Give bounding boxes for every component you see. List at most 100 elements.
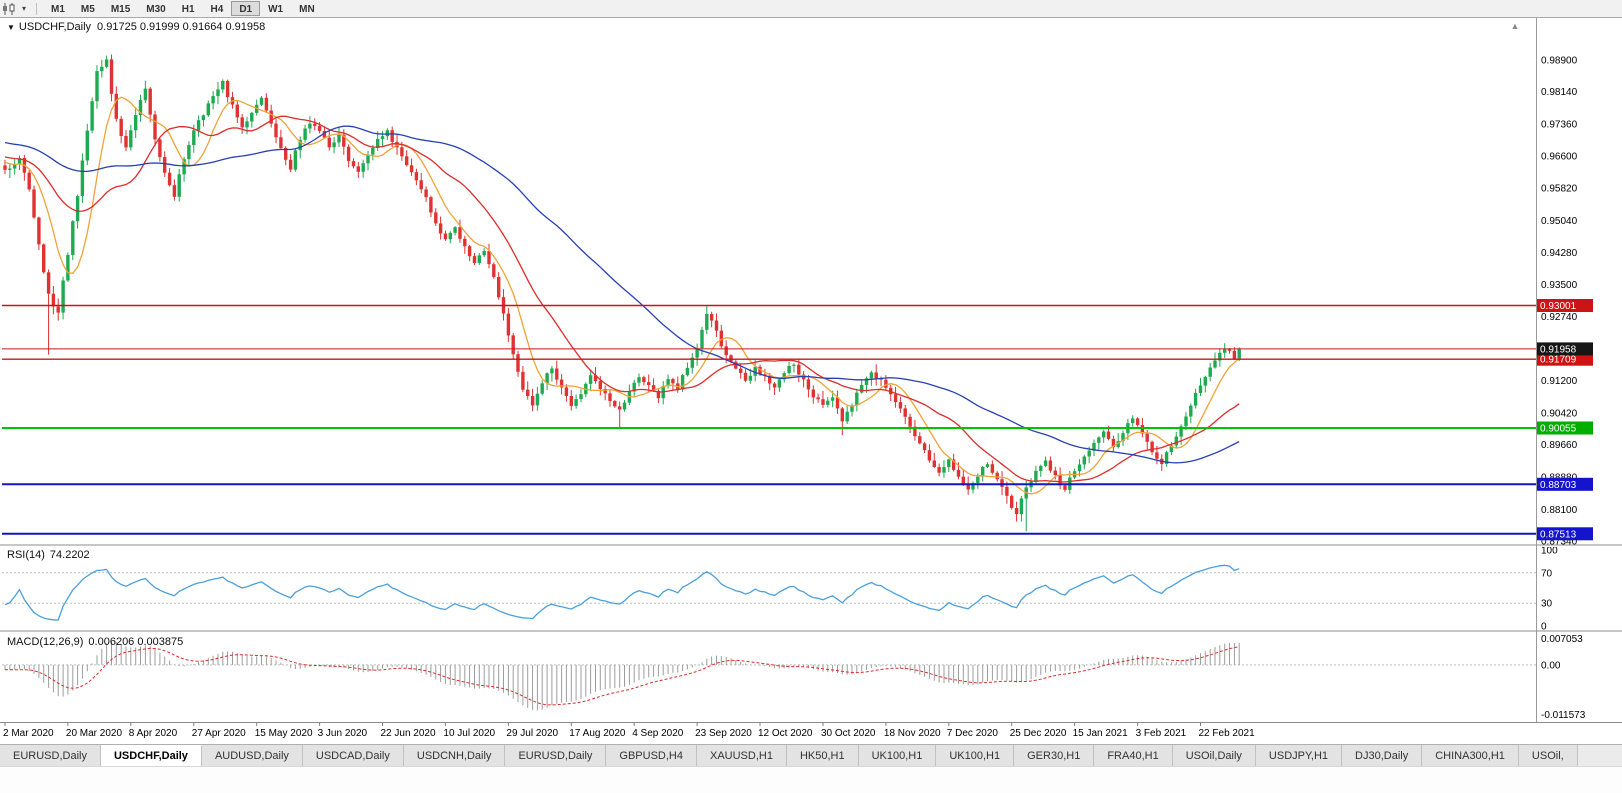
candle-body [371, 148, 375, 155]
chart-tab-uk100-h1[interactable]: UK100,H1 [936, 745, 1015, 766]
scroll-up-icon[interactable]: ▲ [1510, 21, 1520, 31]
candle-body [782, 373, 786, 380]
time-axis-label: 29 Jul 2020 [506, 728, 558, 739]
chart-tab-usdchf-daily[interactable]: USDCHF,Daily [100, 745, 202, 766]
candle-body [138, 100, 143, 115]
candle-body [685, 367, 690, 376]
candle-body [75, 196, 80, 222]
candle-body [177, 174, 181, 197]
candle-body [526, 389, 530, 396]
chart-tab-hk50-h1[interactable]: HK50,H1 [786, 745, 859, 766]
timeframe-button-mn[interactable]: MN [299, 4, 315, 15]
chart-tab-dj30-daily[interactable]: DJ30,Daily [1342, 745, 1423, 766]
candle-body [588, 375, 593, 384]
chart-tab-usoil-daily[interactable]: USOil,Daily [1172, 745, 1256, 766]
candle-body [695, 348, 699, 358]
chart-tab-usdjpy-h1[interactable]: USDJPY,H1 [1255, 745, 1343, 766]
timeframe-button-h4[interactable]: H4 [210, 4, 224, 15]
candle-body [37, 217, 41, 245]
chart-tab-usdcnh-daily[interactable]: USDCNH,Daily [403, 745, 506, 766]
candle-body [477, 255, 481, 263]
candle-body [1092, 442, 1096, 451]
candle-body [656, 390, 661, 399]
candle-body [792, 364, 796, 366]
candle-body [143, 88, 148, 101]
price-axis-label: 0.95820 [1541, 184, 1578, 195]
price-axis-label: 0.98900 [1541, 56, 1578, 67]
timeframe-button-m30[interactable]: M30 [146, 4, 166, 15]
candle-body [666, 379, 670, 386]
chart-tab-fra40-h1[interactable]: FRA40,H1 [1094, 745, 1173, 766]
candle-body [855, 392, 859, 406]
timeframe-button-m1[interactable]: M1 [51, 4, 65, 15]
chart-tab-usdcad-daily[interactable]: USDCAD,Daily [302, 745, 404, 766]
candle-body [90, 101, 94, 131]
candle-body [1135, 418, 1140, 425]
candle-body [1039, 465, 1043, 471]
candle-body [264, 97, 269, 111]
chart-tab-xauusd-h1[interactable]: XAUUSD,H1 [696, 745, 787, 766]
chart-tab-uk100-h1[interactable]: UK100,H1 [858, 745, 937, 766]
candle-body [918, 436, 922, 444]
candle-body [748, 375, 753, 381]
candle-body [1213, 360, 1217, 368]
candle-body [530, 396, 535, 406]
chart-tab-ger30-h1[interactable]: GER30,H1 [1014, 745, 1095, 766]
candle-body [467, 246, 472, 257]
candle-body [1237, 348, 1241, 359]
candle-body [1063, 485, 1067, 490]
candle-body [313, 123, 317, 126]
one-click-trading-toggle-icon[interactable]: ▼ [7, 23, 15, 32]
candle-body [109, 59, 114, 94]
candle-body [192, 130, 196, 145]
candle-body [705, 314, 709, 330]
chart-tab-usoil[interactable]: USOil, [1518, 745, 1578, 766]
price-badge-label-resistance-lower: 0.91709 [1540, 355, 1577, 366]
chart-tab-gbpusd-h4[interactable]: GBPUSD,H4 [606, 745, 697, 766]
price-axis-label: 0.90420 [1541, 408, 1578, 419]
candle-body [1150, 441, 1154, 453]
chart-type-dropdown-caret-icon[interactable]: ▾ [21, 4, 26, 13]
timeframe-button-h1[interactable]: H1 [181, 4, 195, 15]
chart-tab-eurusd-daily[interactable]: EURUSD,Daily [505, 745, 607, 766]
candle-body [869, 372, 874, 379]
main-chart-svg[interactable]: 0.98900 0.98140 0.97360 0.96600 0.95820 0.950… [0, 18, 1622, 744]
candle-body [458, 227, 462, 239]
candle-body [981, 467, 985, 477]
candle-body [714, 320, 719, 331]
toolbar-separator [36, 2, 37, 15]
candle-body [182, 159, 186, 175]
chart-tab-audusd-daily[interactable]: AUDUSD,Daily [201, 745, 303, 766]
candle-body [1000, 479, 1004, 487]
candle-body [346, 146, 351, 162]
candle-body [579, 394, 583, 400]
ma-mid-line [4, 115, 1240, 483]
candle-body [429, 197, 433, 213]
timeframe-button-d1[interactable]: D1 [231, 1, 261, 16]
chart-tab-eurusd-daily[interactable]: EURUSD,Daily [0, 745, 101, 766]
candle-body [574, 399, 578, 406]
candle-body [472, 256, 477, 263]
time-axis-label: 30 Oct 2020 [821, 728, 876, 739]
candle-body [826, 400, 830, 405]
macd-axis-label-max: 0.007053 [1541, 634, 1583, 645]
candle-body [405, 156, 409, 166]
candle-body [637, 377, 641, 383]
candlestick-chart-icon[interactable] [0, 1, 18, 17]
candle-body [1140, 425, 1145, 434]
rsi-axis-label: 70 [1541, 568, 1553, 579]
candle-body [555, 368, 559, 380]
timeframe-buttons-group: M1 M5 M15 M30 H1 H4 D1 W1 MN [43, 1, 323, 16]
candle-body [593, 375, 598, 382]
candle-body [1043, 460, 1048, 466]
candle-body [724, 346, 728, 356]
time-axis-label: 3 Feb 2021 [1136, 728, 1187, 739]
timeframe-button-m5[interactable]: M5 [80, 4, 95, 15]
candle-body [1218, 352, 1222, 361]
candle-body [274, 123, 278, 138]
chart-tab-china300-h1[interactable]: CHINA300,H1 [1422, 745, 1519, 766]
candle-body [211, 96, 215, 104]
timeframe-button-w1[interactable]: W1 [268, 4, 284, 15]
candle-body [100, 66, 104, 72]
timeframe-button-m15[interactable]: M15 [110, 4, 131, 15]
